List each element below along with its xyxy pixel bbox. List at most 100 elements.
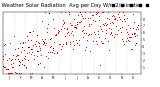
Point [70,33,73,35]
Point [56,52,59,53]
Point [35,46,38,47]
Point [44,45,47,46]
Point [3,67,6,68]
Point [20,51,23,53]
Point [102,12,105,14]
Point [127,34,130,35]
Point [38,46,41,47]
Point [118,14,120,15]
Point [134,45,136,46]
Point [15,56,18,57]
Point [87,18,90,19]
Point [24,50,26,51]
Point [120,32,122,33]
Point [31,54,33,55]
Point [28,60,30,61]
Point [68,13,70,15]
Point [79,22,81,23]
Point [3,45,6,47]
Point [122,41,125,42]
Point [97,34,100,35]
Point [65,42,68,44]
Point [131,40,134,42]
Point [129,27,131,29]
Point [46,27,48,29]
Point [90,23,93,25]
Point [97,31,99,33]
Point [50,46,52,47]
Point [44,12,47,14]
Point [18,60,20,62]
Point [82,37,85,38]
Point [31,73,34,74]
Point [28,47,31,48]
Point [46,32,49,33]
Point [83,30,85,31]
Point [106,17,109,19]
Point [79,22,81,23]
Point [121,27,124,28]
Point [84,12,86,14]
Point [36,55,39,57]
Point [42,44,45,46]
Point [139,5,141,6]
Point [58,31,61,33]
Point [74,45,76,46]
Point [11,67,13,68]
Point [90,34,93,35]
Point [87,35,89,36]
Point [41,21,44,22]
Point [134,33,136,34]
Point [109,22,112,24]
Point [104,25,106,27]
Point [105,33,108,34]
Point [6,60,9,61]
Point [68,35,71,36]
Point [127,32,129,33]
Point [97,12,100,14]
Text: Milwaukee Weather Solar Radiation  Avg per Day W/m2/minute: Milwaukee Weather Solar Radiation Avg pe… [0,3,140,8]
Point [39,63,42,64]
Point [115,19,117,21]
Point [131,49,134,50]
Point [6,69,8,70]
Point [108,28,111,29]
Point [24,41,26,43]
Point [111,16,113,17]
Point [19,65,21,67]
Point [66,33,68,34]
Point [47,23,50,25]
Point [65,42,67,43]
Point [74,24,77,26]
Point [8,73,10,74]
Point [30,40,32,41]
Point [136,35,139,36]
Point [25,67,28,68]
Point [95,41,97,42]
Point [128,41,131,42]
Point [85,47,87,48]
Point [57,29,60,31]
Point [84,50,87,51]
Point [70,44,72,45]
Point [9,73,12,74]
Point [49,47,52,48]
Point [76,28,78,29]
Point [77,22,79,23]
Point [85,32,88,34]
Point [114,33,116,35]
Point [94,33,96,35]
Point [72,40,74,42]
Point [40,54,43,56]
Point [137,25,140,27]
Point [41,39,44,41]
Point [35,41,38,42]
Point [118,17,120,19]
Point [89,18,92,19]
Point [28,32,31,33]
Point [10,64,12,65]
Point [34,54,36,56]
Point [78,45,80,47]
Point [113,16,115,18]
Point [113,37,116,38]
